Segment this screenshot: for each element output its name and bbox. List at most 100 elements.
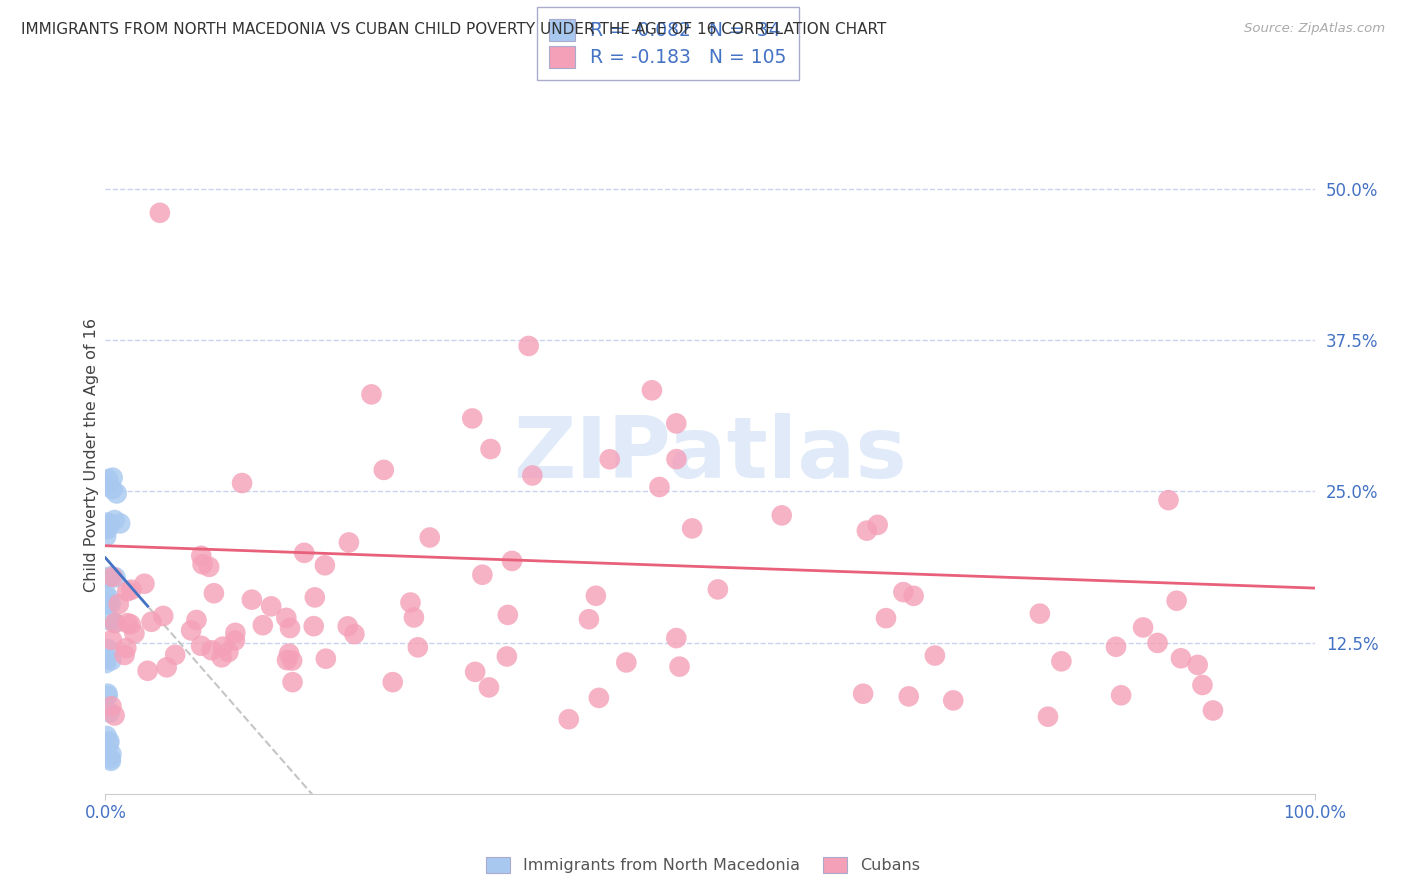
Point bbox=[120, 617, 142, 632]
Text: ZIPatlas: ZIPatlas bbox=[513, 413, 907, 497]
Point bbox=[866, 517, 889, 532]
Point bbox=[97, 472, 120, 486]
Point bbox=[942, 693, 965, 707]
Point bbox=[97, 522, 120, 536]
Legend: Immigrants from North Macedonia, Cubans: Immigrants from North Macedonia, Cubans bbox=[479, 850, 927, 880]
Point bbox=[588, 690, 610, 705]
Point bbox=[665, 631, 688, 645]
Point bbox=[94, 522, 117, 536]
Point bbox=[924, 648, 946, 663]
Point bbox=[98, 613, 121, 627]
Point bbox=[276, 611, 298, 625]
Point bbox=[496, 649, 519, 664]
Point bbox=[198, 559, 221, 574]
Point bbox=[614, 656, 637, 670]
Point bbox=[107, 597, 129, 611]
Point bbox=[136, 664, 159, 678]
Point bbox=[98, 569, 121, 583]
Point bbox=[903, 589, 925, 603]
Point bbox=[96, 597, 118, 611]
Point bbox=[558, 712, 581, 726]
Point bbox=[641, 384, 664, 398]
Point bbox=[770, 508, 793, 523]
Point bbox=[94, 652, 117, 666]
Point bbox=[98, 706, 121, 720]
Point bbox=[1109, 688, 1132, 702]
Y-axis label: Child Poverty Under the Age of 16: Child Poverty Under the Age of 16 bbox=[83, 318, 98, 592]
Point bbox=[104, 708, 127, 723]
Point bbox=[200, 643, 222, 657]
Point bbox=[304, 591, 326, 605]
Point bbox=[648, 480, 671, 494]
Point bbox=[1187, 657, 1209, 672]
Point bbox=[100, 699, 122, 714]
Point bbox=[1029, 607, 1052, 621]
Point bbox=[98, 591, 121, 606]
Point bbox=[152, 609, 174, 624]
Point bbox=[1132, 620, 1154, 634]
Point bbox=[585, 589, 607, 603]
Point bbox=[471, 567, 494, 582]
Point bbox=[190, 639, 212, 653]
Point bbox=[252, 618, 274, 632]
Point bbox=[120, 582, 142, 597]
Point bbox=[402, 610, 425, 624]
Point bbox=[186, 613, 208, 627]
Point bbox=[134, 576, 156, 591]
Point bbox=[479, 442, 502, 456]
Point bbox=[875, 611, 897, 625]
Point bbox=[96, 642, 118, 657]
Point bbox=[191, 558, 214, 572]
Point bbox=[104, 570, 127, 584]
Point bbox=[180, 624, 202, 638]
Legend: R = -0.082   N =  34, R = -0.183   N = 105: R = -0.082 N = 34, R = -0.183 N = 105 bbox=[537, 7, 799, 80]
Point bbox=[141, 615, 163, 629]
Point bbox=[281, 654, 304, 668]
Point bbox=[1202, 704, 1225, 718]
Point bbox=[98, 737, 121, 751]
Point bbox=[302, 619, 325, 633]
Point bbox=[314, 558, 336, 573]
Point bbox=[240, 592, 263, 607]
Point bbox=[665, 417, 688, 431]
Point bbox=[105, 486, 128, 500]
Point bbox=[211, 650, 233, 665]
Point bbox=[278, 621, 301, 635]
Point bbox=[599, 452, 621, 467]
Point bbox=[1036, 709, 1059, 723]
Point bbox=[681, 521, 703, 535]
Point bbox=[100, 653, 122, 667]
Point bbox=[94, 478, 117, 492]
Point bbox=[578, 612, 600, 626]
Point bbox=[100, 754, 122, 768]
Point bbox=[115, 640, 138, 655]
Point bbox=[373, 463, 395, 477]
Point bbox=[517, 339, 540, 353]
Point bbox=[224, 625, 246, 640]
Point bbox=[114, 648, 136, 662]
Point bbox=[278, 647, 301, 661]
Point bbox=[108, 516, 131, 531]
Point bbox=[165, 648, 187, 662]
Point bbox=[336, 619, 359, 633]
Point bbox=[399, 595, 422, 609]
Point bbox=[149, 206, 172, 220]
Point bbox=[224, 633, 246, 648]
Point bbox=[496, 607, 519, 622]
Point bbox=[897, 690, 920, 704]
Point bbox=[1170, 651, 1192, 665]
Point bbox=[852, 687, 875, 701]
Point bbox=[98, 516, 121, 531]
Point bbox=[501, 554, 523, 568]
Point bbox=[98, 734, 121, 748]
Point bbox=[1146, 636, 1168, 650]
Point bbox=[190, 549, 212, 563]
Point bbox=[856, 524, 879, 538]
Point bbox=[337, 535, 360, 549]
Point bbox=[1191, 678, 1213, 692]
Point bbox=[343, 627, 366, 641]
Point bbox=[1157, 493, 1180, 508]
Point bbox=[117, 584, 139, 599]
Point bbox=[381, 675, 404, 690]
Point bbox=[260, 599, 283, 614]
